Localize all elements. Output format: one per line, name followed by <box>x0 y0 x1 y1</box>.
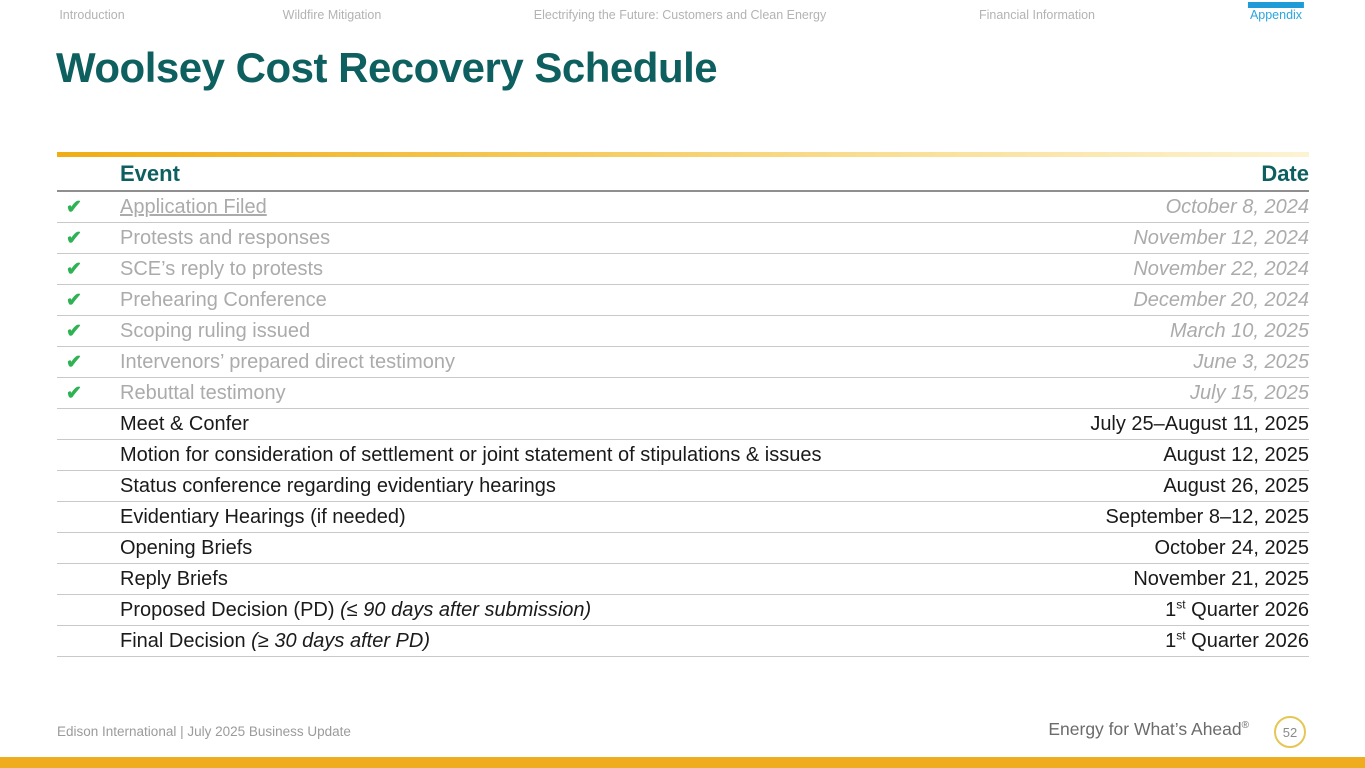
event-cell: SCE’s reply to protests <box>120 258 324 280</box>
date-cell: July 15, 2025 <box>1190 382 1309 404</box>
table-header-row: Event Date <box>57 157 1309 192</box>
date-cell: September 8–12, 2025 <box>1105 506 1310 528</box>
date-cell: November 22, 2024 <box>1133 258 1309 280</box>
table-row: Proposed Decision (PD) (≤ 90 days after … <box>57 595 1309 626</box>
nav-tabs: Introduction Wildfire Mitigation Electrify… <box>0 0 1365 30</box>
event-cell: Intervenors’ prepared direct testimony <box>120 351 455 373</box>
ordinal-suffix: st <box>1176 628 1186 643</box>
event-cell: Protests and responses <box>120 227 331 249</box>
event-cell: Proposed Decision (PD) (≤ 90 days after … <box>120 599 592 621</box>
nav-tab-electrifying-the-future-customers-and-clean-energy[interactable]: Electrifying the Future: Customers and C… <box>533 8 827 22</box>
nav-tab-introduction[interactable]: Introduction <box>59 8 125 22</box>
footer-tagline: Energy for What’s Ahead® <box>1048 719 1249 740</box>
table-row: ✔ Prehearing Conference December 20, 2024 <box>57 285 1309 316</box>
event-cell: Meet & Confer <box>120 413 249 435</box>
event-cell: Final Decision (≥ 30 days after PD) <box>120 630 430 652</box>
footer-source-text: Edison International | July 2025 Busines… <box>57 724 351 739</box>
event-cell: Application Filed <box>120 192 1142 222</box>
page-number-badge: 52 <box>1274 716 1306 748</box>
table-row: Opening Briefs October 24, 2025 <box>57 533 1309 564</box>
tagline-text: Energy for What’s Ahead <box>1048 719 1242 739</box>
date-cell: October 8, 2024 <box>1165 196 1309 218</box>
table-row: ✔ SCE’s reply to protests November 22, 202… <box>57 254 1309 285</box>
date-cell: July 25–August 11, 2025 <box>1090 413 1309 435</box>
table-row: ✔ Application Filed October 8, 2024 <box>57 192 1309 223</box>
table-row: Motion for consideration of settlement o… <box>57 440 1309 471</box>
event-cell: Prehearing Conference <box>120 289 327 311</box>
event-cell: Status conference regarding evidentiary … <box>120 475 556 497</box>
table-row: Status conference regarding evidentiary … <box>57 471 1309 502</box>
event-cell: Reply Briefs <box>120 568 228 590</box>
checkmark-icon: ✔ <box>66 227 82 249</box>
ordinal-suffix: st <box>1176 597 1186 612</box>
event-cell: Motion for consideration of settlement o… <box>120 444 822 466</box>
date-cell: 1st Quarter 2026 <box>1165 628 1309 652</box>
table-row: Meet & Confer July 25–August 11, 2025 <box>57 409 1309 440</box>
checkmark-icon: ✔ <box>66 320 82 342</box>
nav-tab-appendix[interactable]: Appendix <box>1247 2 1305 22</box>
checkmark-icon: ✔ <box>66 382 82 404</box>
checkmark-icon: ✔ <box>66 351 82 373</box>
checkmark-icon: ✔ <box>66 196 82 218</box>
event-cell: Opening Briefs <box>120 537 253 559</box>
page-title: Woolsey Cost Recovery Schedule <box>56 44 718 91</box>
table-row: Final Decision (≥ 30 days after PD) 1st Q… <box>57 626 1309 657</box>
date-cell: March 10, 2025 <box>1170 320 1309 342</box>
nav-tab-financial-information[interactable]: Financial Information <box>978 8 1096 22</box>
date-cell: October 24, 2025 <box>1154 537 1309 559</box>
table-row: Reply Briefs November 21, 2025 <box>57 564 1309 595</box>
event-cell: Rebuttal testimony <box>120 382 286 404</box>
table-row: ✔ Scoping ruling issued March 10, 2025 <box>57 316 1309 347</box>
table-row: Evidentiary Hearings (if needed) Septembe… <box>57 502 1309 533</box>
date-cell: June 3, 2025 <box>1193 351 1309 373</box>
cost-recovery-table: Event Date ✔ Application Filed October 8, … <box>57 152 1309 657</box>
date-cell: 1st Quarter 2026 <box>1165 597 1309 621</box>
date-cell: December 20, 2024 <box>1133 289 1309 311</box>
date-cell: November 21, 2025 <box>1133 568 1309 590</box>
event-link[interactable]: Application Filed <box>120 196 267 218</box>
table-row: ✔ Rebuttal testimony July 15, 2025 <box>57 378 1309 409</box>
date-cell: August 12, 2025 <box>1163 444 1309 466</box>
checkmark-icon: ✔ <box>66 258 82 280</box>
date-cell: August 26, 2025 <box>1163 475 1309 497</box>
event-cell: Scoping ruling issued <box>120 320 311 342</box>
date-column-header: Date <box>1261 160 1309 186</box>
event-column-header: Event <box>120 160 180 186</box>
date-cell: November 12, 2024 <box>1133 227 1309 249</box>
table-top-accent-bar <box>57 152 1309 157</box>
table-body: ✔ Application Filed October 8, 2024 ✔ Protes… <box>57 192 1309 657</box>
table-row: ✔ Intervenors’ prepared direct testimony J… <box>57 347 1309 378</box>
page-number: 52 <box>1282 724 1298 740</box>
registered-mark: ® <box>1241 720 1249 732</box>
checkmark-icon: ✔ <box>66 289 82 311</box>
table-row: ✔ Protests and responses November 12, 2024 <box>57 223 1309 254</box>
bottom-gold-bar <box>0 757 1365 768</box>
nav-tab-wildfire-mitigation[interactable]: Wildfire Mitigation <box>282 8 382 22</box>
event-cell: Evidentiary Hearings (if needed) <box>120 506 406 528</box>
